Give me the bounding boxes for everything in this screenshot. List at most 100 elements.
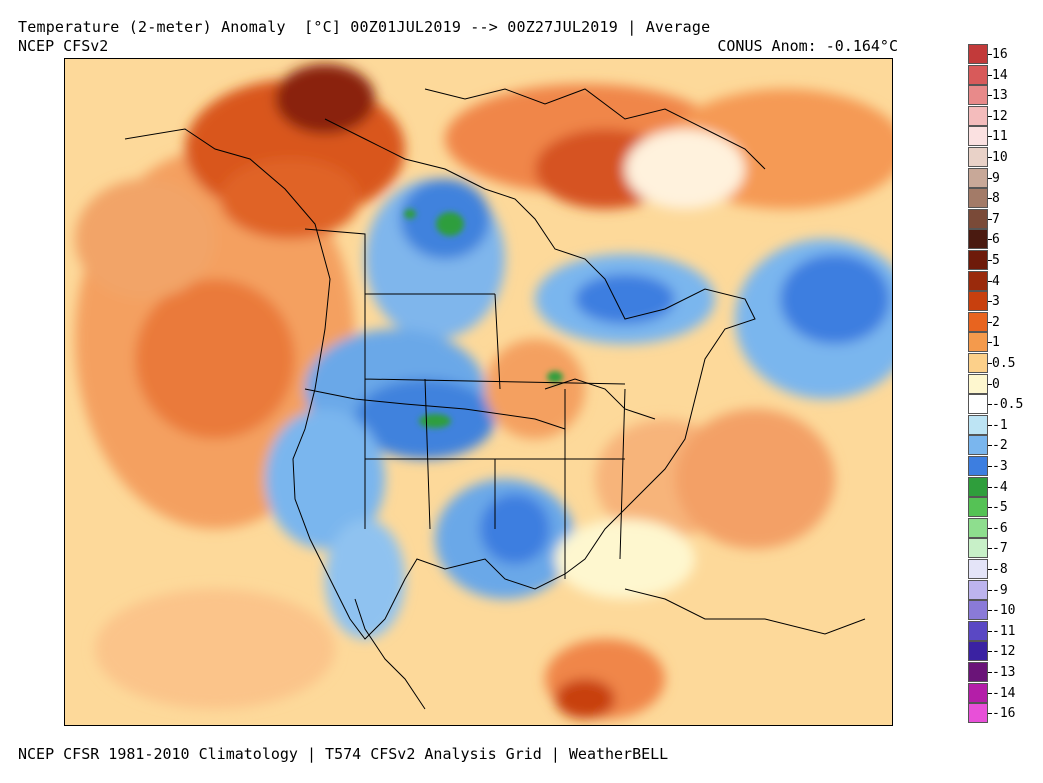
legend-label: 12	[992, 108, 1008, 124]
legend-tick	[988, 630, 992, 632]
legend-swatch	[968, 394, 988, 415]
legend-label: -10	[992, 603, 1016, 619]
legend-swatch	[968, 167, 988, 188]
legend-tick	[988, 218, 992, 220]
legend-label: 4	[992, 273, 1000, 289]
legend-swatch	[968, 620, 988, 641]
legend-swatch	[968, 682, 988, 703]
legend-label: 13	[992, 88, 1008, 104]
legend-label: 0	[992, 376, 1000, 392]
legend-tick	[988, 569, 992, 570]
legend-label: -6	[992, 520, 1008, 536]
legend-swatch	[968, 435, 988, 456]
legend-swatch	[968, 105, 988, 126]
legend-swatch	[968, 703, 988, 724]
legend-swatch	[968, 250, 988, 270]
legend-tick	[988, 466, 992, 467]
legend-swatch	[968, 229, 988, 250]
legend-swatch	[968, 456, 988, 476]
legend-swatch	[968, 600, 988, 621]
legend-tick	[988, 280, 992, 282]
legend-tick	[988, 672, 992, 673]
legend-swatch	[968, 373, 988, 394]
legend-label: -14	[992, 685, 1016, 701]
legend-label: -12	[992, 644, 1016, 660]
legend-tick	[988, 610, 992, 612]
legend-tick	[988, 589, 992, 591]
legend-tick	[988, 74, 992, 76]
legend-label: -4	[992, 479, 1008, 495]
chart-title: Temperature (2-meter) Anomaly [°C] 00Z01…	[18, 18, 711, 36]
legend-tick	[988, 424, 992, 426]
legend-label: 14	[992, 67, 1008, 83]
legend-tick	[988, 548, 992, 550]
legend-tick	[988, 260, 992, 261]
legend-swatch	[968, 208, 988, 229]
legend-tick	[988, 445, 992, 447]
legend-label: -5	[992, 500, 1008, 516]
legend-swatch	[968, 188, 988, 209]
legend-swatch	[968, 538, 988, 559]
legend-swatch	[968, 85, 988, 106]
legend-swatch	[968, 311, 988, 332]
legend-label: 10	[992, 150, 1008, 165]
legend-swatch	[968, 559, 988, 579]
legend-tick	[988, 301, 992, 303]
legend-label: 6	[992, 232, 1000, 248]
anomaly-map-graphic	[65, 59, 892, 725]
legend-label: 5	[992, 253, 1000, 268]
legend-tick	[988, 527, 992, 529]
legend-label: 8	[992, 191, 1000, 207]
legend-tick	[988, 363, 992, 364]
legend-tick	[988, 692, 992, 694]
legend-swatch	[968, 64, 988, 85]
legend-swatch	[968, 497, 988, 518]
legend-label: 2	[992, 314, 1000, 330]
legend-tick	[988, 507, 992, 509]
anomaly-map	[64, 58, 893, 726]
legend-swatch	[968, 270, 988, 291]
legend-label: -8	[992, 562, 1008, 577]
legend-tick	[988, 713, 992, 715]
legend-swatch	[968, 44, 988, 64]
legend-tick	[988, 342, 992, 344]
legend-swatch	[968, 332, 988, 353]
legend-label: -3	[992, 459, 1008, 474]
legend-tick	[988, 54, 992, 55]
legend-label: 3	[992, 294, 1000, 310]
legend-label: -11	[992, 623, 1016, 639]
legend-tick	[988, 198, 992, 200]
legend-tick	[988, 95, 992, 97]
legend-label: 11	[992, 129, 1008, 145]
legend-swatch	[968, 517, 988, 538]
legend-tick	[988, 157, 992, 158]
legend-tick	[988, 486, 992, 488]
legend-tick	[988, 177, 992, 179]
legend-tick	[988, 239, 992, 241]
legend-swatch	[968, 147, 988, 167]
legend-label: -1	[992, 417, 1008, 433]
legend-label: 9	[992, 170, 1000, 186]
legend-swatch	[968, 291, 988, 312]
legend-tick	[988, 321, 992, 323]
legend-tick	[988, 115, 992, 117]
legend-label: 0.5	[992, 356, 1016, 371]
legend-tick	[988, 383, 992, 385]
legend-swatch	[968, 641, 988, 662]
footer-credits: NCEP CFSR 1981-2010 Climatology | T574 C…	[18, 745, 669, 763]
legend-swatch	[968, 353, 988, 373]
legend-tick	[988, 136, 992, 138]
legend-label: -2	[992, 438, 1008, 454]
legend-swatch	[968, 662, 988, 682]
model-name: NCEP CFSv2	[18, 37, 109, 55]
conus-anomaly: CONUS Anom: -0.164°C	[717, 37, 898, 55]
legend-label: -7	[992, 541, 1008, 557]
legend-tick	[988, 404, 992, 406]
legend-swatch	[968, 476, 988, 497]
legend-label: -16	[992, 706, 1016, 722]
legend-swatch	[968, 414, 988, 435]
legend-label: 16	[992, 47, 1008, 62]
legend-label: -0.5	[992, 397, 1024, 413]
legend-swatch	[968, 126, 988, 147]
legend-tick	[988, 651, 992, 653]
